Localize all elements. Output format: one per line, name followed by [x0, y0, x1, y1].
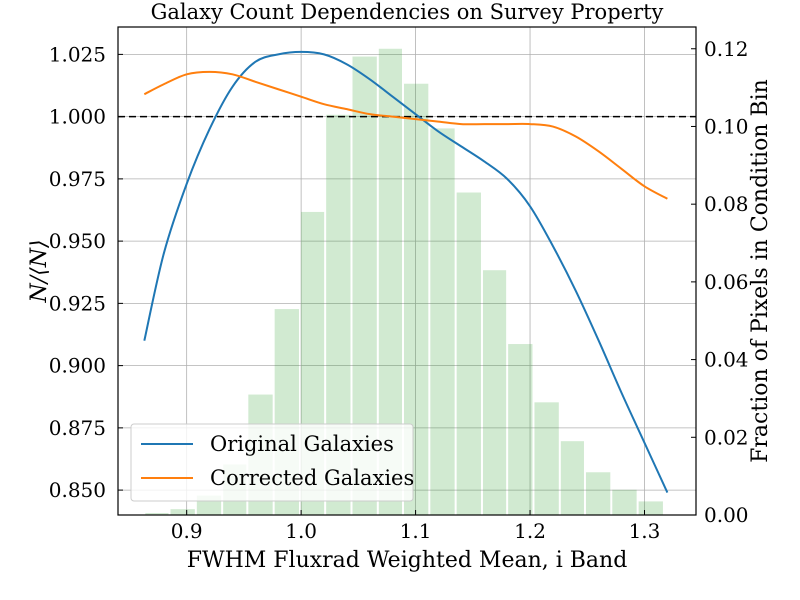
legend: Original Galaxies Corrected Galaxies: [130, 423, 414, 502]
histogram-bar: [560, 441, 584, 515]
y2-tick-label: 0.12: [704, 37, 749, 61]
histogram-bar: [145, 513, 169, 515]
legend-box: [130, 423, 414, 502]
y2-tick-label: 0.08: [704, 192, 749, 216]
y-tick-label: 0.975: [49, 167, 106, 191]
chart-title: Galaxy Count Dependencies on Survey Prop…: [151, 0, 664, 24]
histogram-bar: [534, 402, 559, 515]
y2-tick-label: 0.06: [704, 270, 749, 294]
histogram-bar: [482, 270, 507, 515]
legend-label-original: Original Galaxies: [210, 432, 394, 456]
y2-axis-title: Fraction of Pixels in Condition Bin: [748, 79, 773, 463]
y2-tick-label: 0.10: [704, 114, 749, 138]
x-tick-label: 0.9: [171, 519, 203, 543]
histogram-bar: [638, 501, 663, 515]
y-tick-label: 1.025: [49, 42, 106, 66]
y-tick-label: 0.925: [49, 291, 106, 315]
histogram-bar: [456, 192, 481, 515]
y2-tick-label: 0.02: [704, 425, 749, 449]
histogram-bar: [170, 509, 195, 515]
legend-label-corrected: Corrected Galaxies: [210, 466, 414, 490]
histogram-bar: [430, 128, 455, 515]
y2-tick-label: 0.04: [704, 348, 749, 372]
series-line-original: [143, 50, 669, 494]
y-tick-label: 0.875: [49, 416, 106, 440]
y-tick-label: 0.900: [49, 354, 106, 378]
y-tick-label: 1.000: [49, 105, 106, 129]
y2-tick-label: 0.00: [704, 503, 749, 527]
axis-ticks: 0.9 1.0 1.1 1.2 1.3 0.850 0.875 0.900 0.925 0.950…: [49, 37, 749, 543]
histogram-bar: [378, 48, 402, 515]
histogram-bar: [585, 472, 611, 515]
x-axis-title: FWHM Fluxrad Weighted Mean, i Band: [187, 548, 628, 573]
y-tick-label: 0.850: [49, 478, 106, 502]
x-tick-label: 1.1: [400, 519, 432, 543]
series-line-corrected: [143, 70, 668, 200]
y-tick-label: 0.950: [49, 229, 106, 253]
x-tick-label: 1.3: [629, 519, 661, 543]
histogram-bar: [508, 344, 533, 515]
x-tick-label: 1.2: [514, 519, 546, 543]
plot-frame: [117, 26, 697, 516]
histogram-bar: [612, 489, 637, 515]
series-lines: [143, 50, 669, 494]
y-axis-title: N/⟨N⟩: [27, 239, 52, 303]
x-tick-label: 1.0: [285, 519, 317, 543]
